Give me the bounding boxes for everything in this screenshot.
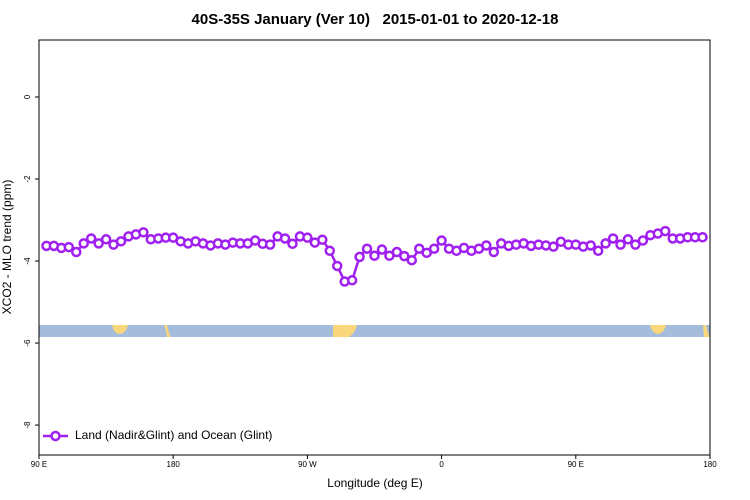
land [650,325,666,334]
data-point [115,236,127,247]
data-point [697,231,708,243]
y-tick-label: -8 [23,421,32,429]
x-axis-label: Longitude (deg E) [327,476,422,490]
data-point [630,239,641,250]
x-tick-label: 0 [439,460,444,469]
data-point [302,232,313,243]
data-point [346,275,358,286]
data-point [331,260,343,272]
land [164,325,171,337]
data-point [93,238,104,249]
data-point [78,238,89,249]
data-point [71,246,82,258]
y-axis-label: XCO2 - MLO trend (ppm) [0,180,14,315]
y-tick-label: -2 [23,175,32,183]
data-point [660,225,671,237]
data-point [615,239,626,250]
x-tick-label: 90 E [568,460,584,469]
data-point [63,241,75,253]
plot-frame [38,39,711,456]
data-point [592,245,604,257]
data-point [279,233,291,244]
legend-marker [50,430,61,442]
land [703,325,710,337]
data-point [85,233,97,244]
data-point [622,234,634,245]
data-point [406,254,418,266]
data-point [413,243,425,254]
data-point [361,243,373,254]
x-tick-label: 90 W [298,460,317,469]
y-tick-label: -4 [23,257,32,265]
x-tick-label: 90 E [31,460,47,469]
data-point [481,240,492,251]
data-point [607,233,619,244]
data-point [317,234,328,245]
data-point [376,244,388,255]
data-point [600,238,611,249]
data-point [428,243,440,254]
data-point [391,246,403,258]
land [112,325,128,334]
data-point [548,241,559,252]
y-tick-label: 0 [23,94,32,99]
data-point [436,235,447,246]
data-point [138,227,149,238]
data-point [324,245,336,257]
data-point [637,235,649,246]
data-point [264,239,276,250]
y-tick-label: -6 [23,339,32,347]
land [333,325,357,337]
legend-label: Land (Nadir&Glint) and Ocean (Glint) [75,428,272,442]
data-point [585,240,596,251]
data-point [100,234,112,245]
data-point [488,246,500,258]
x-tick-label: 180 [167,460,181,469]
chart-title: 40S-35S January (Ver 10) 2015-01-01 to 2… [192,11,559,28]
data-point [354,251,365,263]
data-point [287,238,298,250]
ocean-band [39,325,710,337]
data-point [369,250,380,261]
map-strip [39,325,710,337]
data-point [421,247,432,259]
data-point [399,250,410,262]
x-tick-label: 180 [703,460,717,469]
